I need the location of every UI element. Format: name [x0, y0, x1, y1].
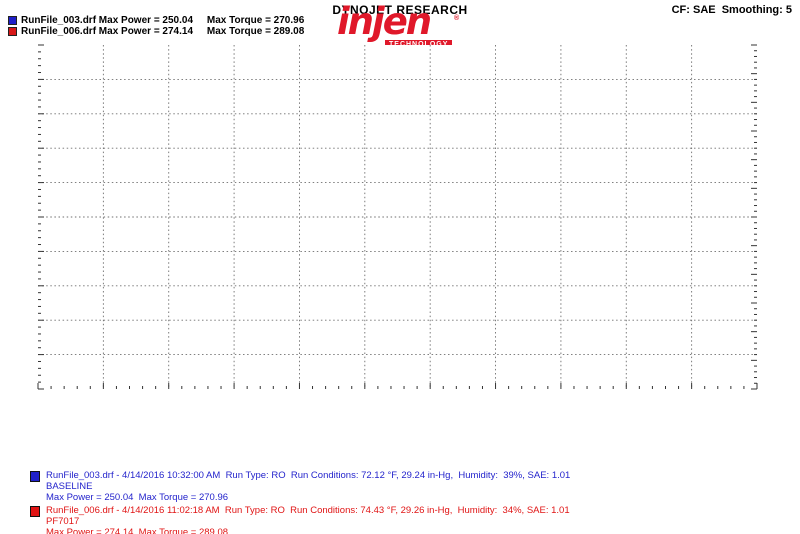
- dyno-chart: [37, 44, 758, 390]
- run1-stats: Max Power = 250.04 Max Torque = 270.96: [46, 492, 229, 503]
- run1-note: BASELINE: [46, 481, 93, 492]
- injen-logo-technology: TECHNOLOGY: [385, 40, 453, 49]
- top-legend-run1: RunFile_003.drf Max Power = 250.04 Max T…: [8, 14, 305, 26]
- run2-detail-legend: RunFile_006.drf - 4/14/2016 11:02:18 AM …: [30, 505, 570, 534]
- correction-smoothing-label: CF: SAE Smoothing: 5: [671, 4, 792, 16]
- run2-summary: RunFile_006.drf Max Power = 274.14 Max T…: [21, 25, 305, 37]
- top-legend-run2: RunFile_006.drf Max Power = 274.14 Max T…: [8, 25, 305, 37]
- injen-logo-word: injen: [337, 0, 432, 43]
- run1-file-line: RunFile_003.drf - 4/14/2016 10:32:00 AM …: [46, 470, 571, 481]
- run1-color-swatch: [8, 15, 17, 25]
- run2-stats: Max Power = 274.14 Max Torque = 289.08: [46, 527, 229, 534]
- top-legend: RunFile_003.drf Max Power = 250.04 Max T…: [8, 15, 304, 37]
- run2-color-swatch: [8, 26, 17, 36]
- page-title: DYNOJET RESEARCH: [332, 3, 468, 17]
- run1-detail-swatch: [30, 471, 40, 482]
- injen-logo: injen ® TECHNOLOGY: [337, 2, 467, 54]
- run2-note: PF7017: [46, 516, 80, 527]
- injen-trademark-icon: ®: [454, 15, 460, 22]
- run1-summary: RunFile_003.drf Max Power = 250.04 Max T…: [21, 14, 305, 26]
- run2-detail-swatch: [30, 506, 40, 517]
- run2-file-line: RunFile_006.drf - 4/14/2016 11:02:18 AM …: [46, 505, 570, 516]
- bottom-legend: RunFile_003.drf - 4/14/2016 10:32:00 AM …: [30, 470, 570, 534]
- run1-detail-legend: RunFile_003.drf - 4/14/2016 10:32:00 AM …: [30, 470, 570, 503]
